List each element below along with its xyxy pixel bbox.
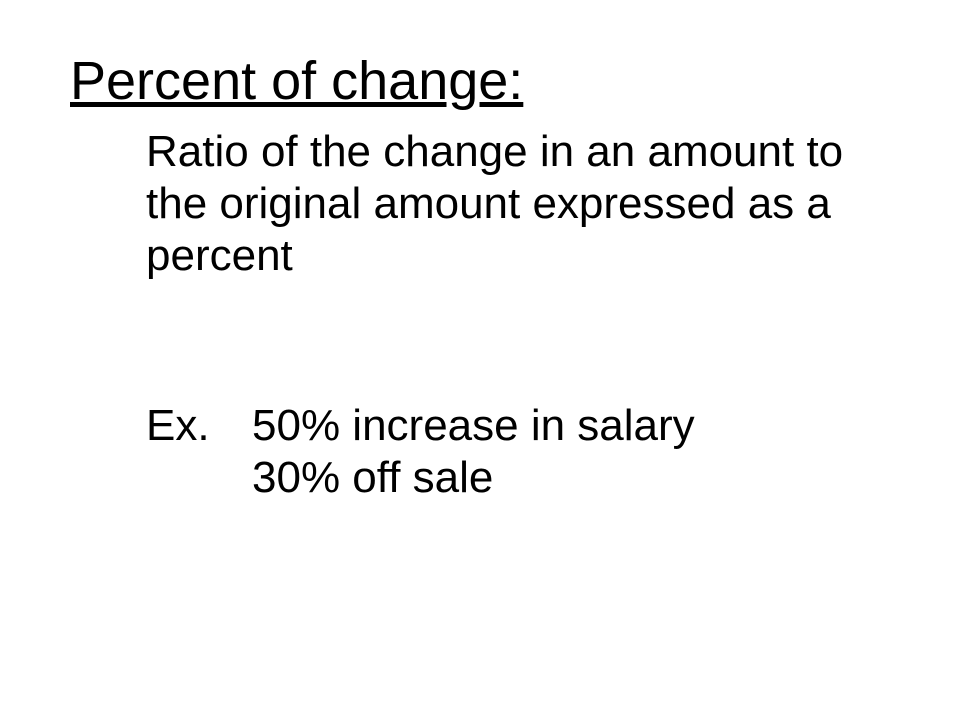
example-line-1: 50% increase in salary <box>252 400 695 452</box>
slide: Percent of change: Ratio of the change i… <box>0 0 960 720</box>
example-lines: 50% increase in salary 30% off sale <box>252 400 695 504</box>
example-label: Ex. <box>146 400 252 504</box>
slide-title: Percent of change: <box>70 50 523 112</box>
example-row: Ex. 50% increase in salary 30% off sale <box>146 400 695 504</box>
definition-text: Ratio of the change in an amount to the … <box>146 126 886 282</box>
example-block: Ex. 50% increase in salary 30% off sale <box>146 400 695 504</box>
example-line-2: 30% off sale <box>252 452 695 504</box>
